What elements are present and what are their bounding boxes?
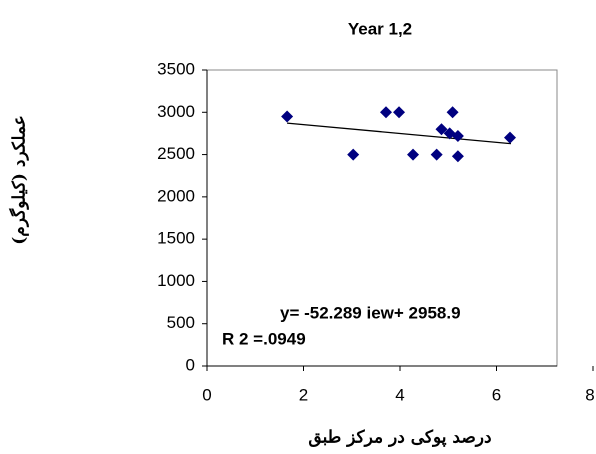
- y-tick-label: 500: [167, 313, 195, 332]
- trendline: [287, 122, 512, 145]
- y-tick-label: 1000: [157, 271, 195, 290]
- y-tick-label: 0: [186, 355, 195, 374]
- point: [451, 129, 464, 142]
- point: [347, 148, 360, 161]
- x-tick-label: 6: [492, 385, 501, 404]
- equation: y= -52.289 iew+ 2958.9: [280, 303, 461, 322]
- y-axis-label: عملکرد (کیلوگرم): [9, 115, 30, 245]
- y-tick-label: 3000: [157, 102, 195, 121]
- x-tick-label: 4: [395, 385, 404, 404]
- point: [504, 131, 517, 144]
- y-tick-label: 1500: [157, 229, 195, 248]
- x-tick-label: 0: [202, 385, 211, 404]
- point: [435, 123, 448, 136]
- point: [393, 106, 406, 119]
- chart-title: Year 1,2: [348, 19, 412, 38]
- r-squared: R 2 =.0949: [222, 329, 306, 348]
- point: [281, 110, 294, 123]
- x-axis-label: درصد پوکی در مرکز طبق: [308, 428, 491, 448]
- point: [380, 106, 393, 119]
- y-tick-label: 2000: [157, 186, 195, 205]
- y-tick-label: 2500: [157, 144, 195, 163]
- x-tick-label: 8: [585, 385, 594, 404]
- point: [430, 148, 443, 161]
- point: [451, 150, 464, 163]
- y-tick-label: 3500: [157, 59, 195, 78]
- point: [407, 148, 420, 161]
- x-tick-label: 2: [299, 385, 308, 404]
- point: [446, 106, 459, 119]
